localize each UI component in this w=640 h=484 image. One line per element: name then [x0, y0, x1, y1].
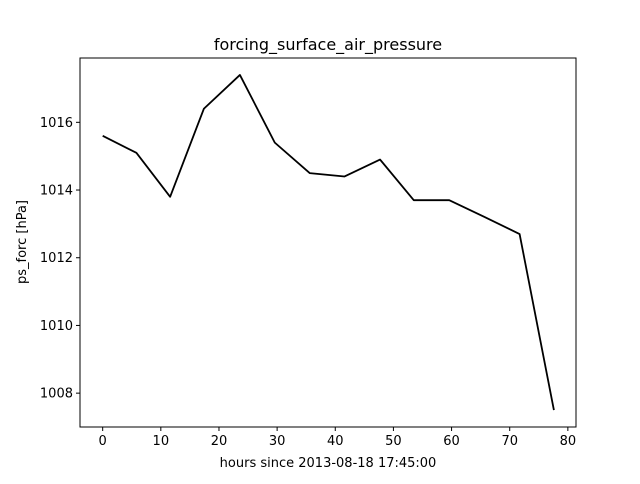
series-line: [102, 74, 555, 411]
plot-frame: [79, 57, 577, 428]
x-tick-label: 60: [443, 434, 460, 449]
x-tick-label: 40: [327, 434, 344, 449]
y-axis-label: ps_forc [hPa]: [15, 200, 30, 284]
series-layer: [102, 74, 555, 411]
x-tick-label: 0: [99, 434, 107, 449]
x-tick-label: 20: [211, 434, 228, 449]
y-tick-label: 1014: [40, 184, 73, 199]
axis-ticks: 0 10 20 30 40 50 60 70 80 1008 1010 1012 1014 1016: [40, 116, 576, 449]
x-tick-label: 10: [153, 434, 170, 449]
y-tick-label: 1010: [40, 319, 73, 334]
y-tick-label: 1016: [40, 116, 73, 131]
plot-area: [80, 58, 576, 427]
x-tick-label: 80: [560, 434, 577, 449]
y-tick-label: 1012: [40, 251, 73, 266]
x-tick-label: 30: [269, 434, 286, 449]
chart-title: forcing_surface_air_pressure: [214, 35, 442, 55]
x-tick-label: 50: [385, 434, 402, 449]
y-tick-label: 1008: [40, 387, 73, 402]
x-tick-label: 70: [501, 434, 518, 449]
x-axis-label: hours since 2013-08-18 17:45:00: [220, 456, 437, 471]
